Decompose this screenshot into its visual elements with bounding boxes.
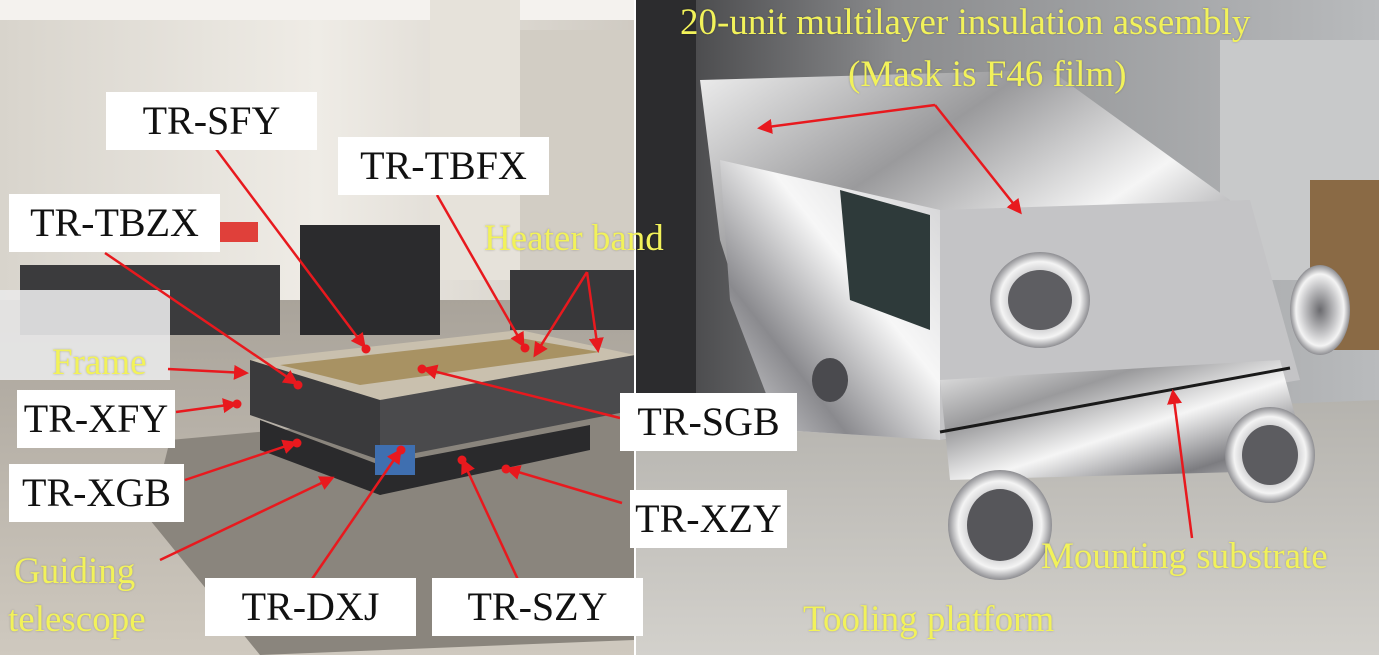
label-tr-tbfx: TR-TBFX [338, 137, 549, 195]
annotation-frame: Frame [52, 342, 147, 383]
annotation-mounting-substrate: Mounting substrate [1041, 536, 1328, 577]
arrow-frame [167, 364, 249, 380]
annotation-guiding-line1: Guiding [14, 551, 136, 592]
arrow-tr-xgb [184, 439, 298, 482]
arrow-tr-xzy [505, 465, 623, 505]
annotation-tooling-platform: Tooling platform [803, 599, 1055, 640]
label-tr-xzy: TR-XZY [630, 490, 787, 548]
arrow-mli-2 [934, 104, 1022, 215]
label-tr-sgb: TR-SGB [620, 393, 797, 451]
annotation-arrows-right [757, 103, 1194, 539]
label-tr-xgb: TR-XGB [9, 464, 184, 522]
annotation-mli-line2: (Mask is F46 film) [848, 54, 1127, 95]
label-tr-xfy: TR-XFY [17, 390, 175, 448]
label-tr-tbzx: TR-TBZX [9, 194, 220, 252]
arrow-tr-sfy [212, 144, 366, 349]
arrow-tr-tbfx [435, 194, 525, 348]
label-tr-sfy: TR-SFY [106, 92, 317, 150]
annotation-dots [232, 343, 530, 474]
arrow-mli-1 [757, 103, 936, 134]
arrow-heater-band-1 [533, 271, 589, 358]
arrow-tr-szy [461, 458, 522, 585]
arrow-tr-tbzx [104, 251, 299, 385]
arrow-guiding-telescope [159, 476, 335, 562]
arrow-mounting-substrate [1167, 389, 1194, 539]
annotation-guiding-line2: telescope [8, 599, 146, 640]
arrow-tr-dxj [308, 448, 402, 583]
annotation-mli-line1: 20-unit multilayer insulation assembly [680, 2, 1251, 43]
right-photo [636, 0, 1379, 655]
arrow-heater-band-2 [585, 271, 604, 353]
label-tr-dxj: TR-DXJ [205, 578, 416, 636]
annotation-arrows-left [104, 144, 623, 585]
arrow-tr-xfy [175, 398, 238, 414]
annotation-heater-band: Heater band [484, 218, 664, 259]
image-divider [634, 0, 636, 655]
label-tr-szy: TR-SZY [432, 578, 643, 636]
arrow-tr-sgb [422, 364, 621, 420]
